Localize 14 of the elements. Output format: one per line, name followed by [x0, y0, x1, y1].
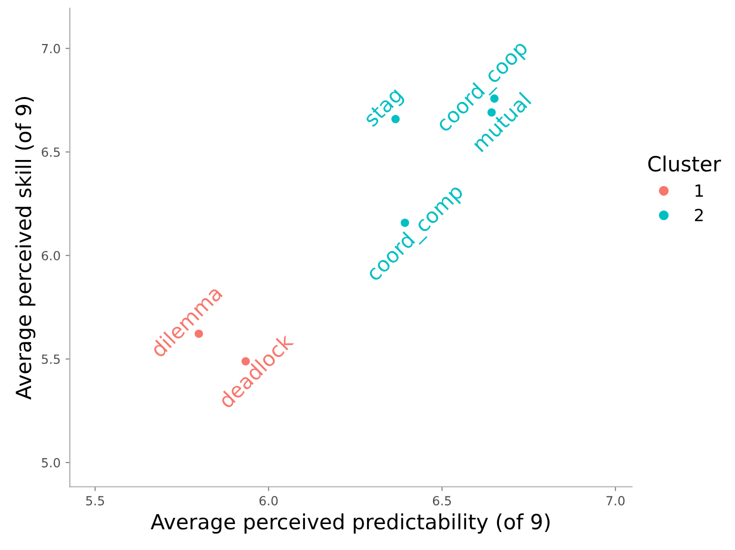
- y-tick-label: 6.0: [42, 250, 60, 260]
- x-axis-title: Average perceived predictability (of 9): [150, 513, 550, 534]
- x-tick-label: 6.0: [260, 496, 278, 506]
- x-tick-label: 7.0: [606, 496, 625, 506]
- legend-label: 2: [694, 208, 703, 222]
- legend-title: Cluster: [648, 156, 722, 172]
- y-tick-label: 6.5: [42, 147, 60, 157]
- x-tick-label: 5.5: [86, 496, 104, 506]
- y-tick-label: 5.0: [42, 458, 60, 468]
- y-tick-label: 5.5: [42, 354, 60, 364]
- y-tick-label: 7.0: [42, 44, 60, 54]
- legend-label: 1: [696, 184, 703, 197]
- y-axis-title: Average perceived skill (of 9): [15, 97, 36, 400]
- x-tick-label: 6.5: [432, 496, 451, 506]
